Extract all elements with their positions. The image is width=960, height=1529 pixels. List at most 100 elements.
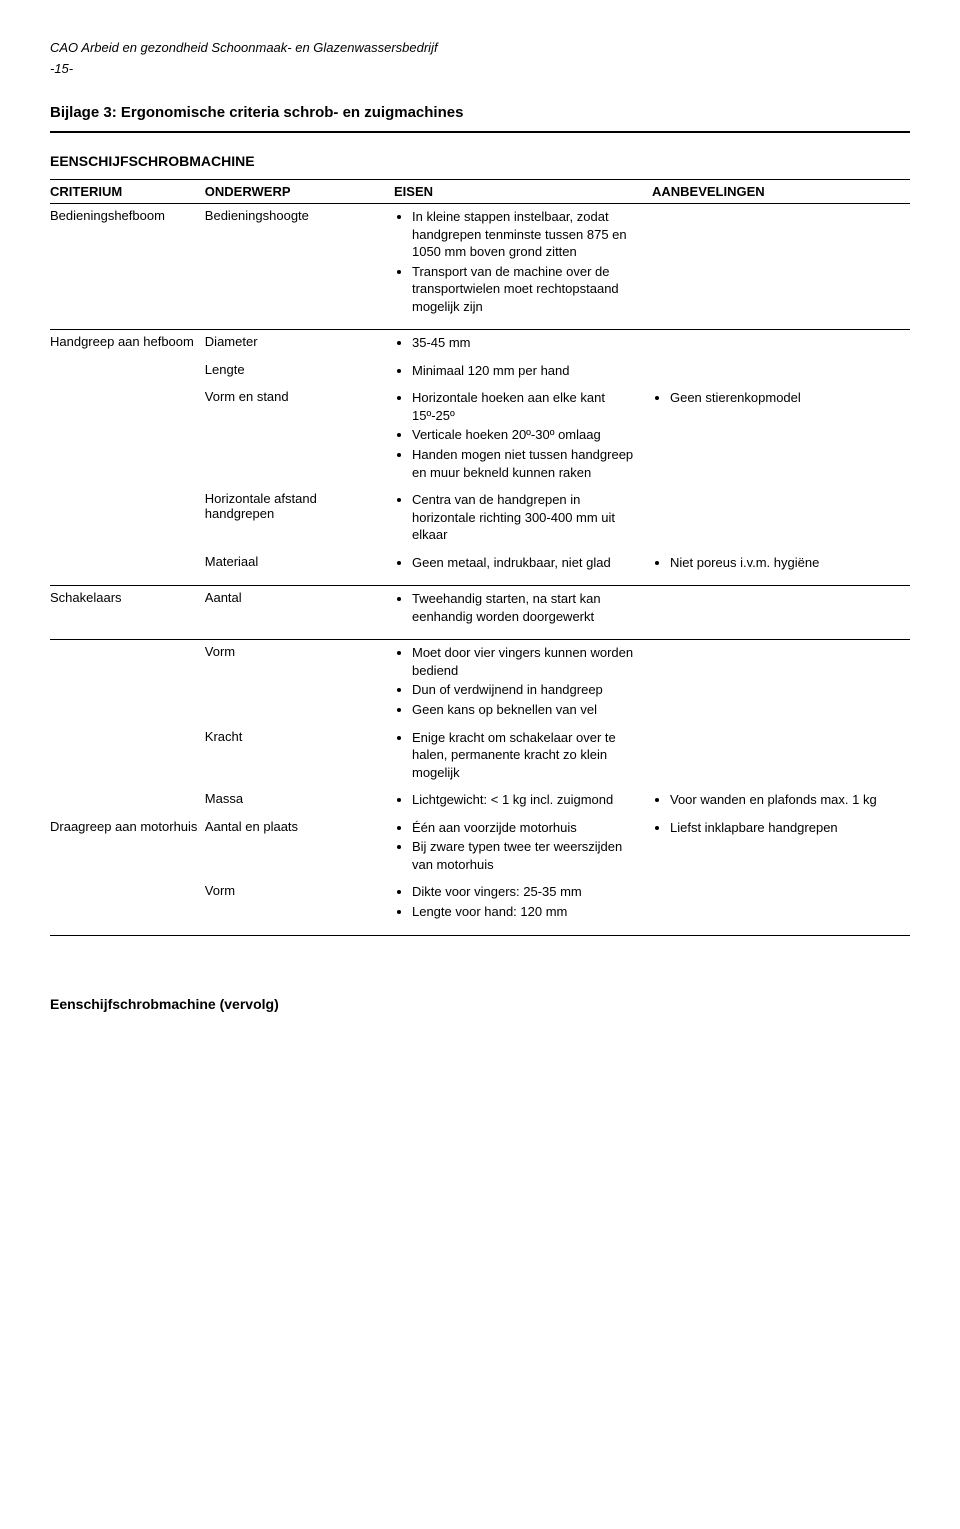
cell-aanbevelingen: Voor wanden en plafonds max. 1 kg <box>652 787 910 815</box>
list-item: Moet door vier vingers kunnen worden bed… <box>412 644 646 679</box>
table-row: Materiaal Geen metaal, indrukbaar, niet … <box>50 550 910 578</box>
cell-onderwerp: Massa <box>205 787 394 815</box>
list-item: Lengte voor hand: 120 mm <box>412 903 646 921</box>
eisen-list: Lichtgewicht: < 1 kg incl. zuigmond <box>394 791 646 809</box>
table-row: Draagreep aan motorhuis Aantal en plaats… <box>50 815 910 880</box>
cell-onderwerp: Bedieningshoogte <box>205 204 394 322</box>
list-item: Handen mogen niet tussen handgreep en mu… <box>412 446 646 481</box>
cell-eisen: In kleine stappen instelbaar, zodat hand… <box>394 204 652 322</box>
running-header: CAO Arbeid en gezondheid Schoonmaak- en … <box>50 40 910 55</box>
table-row: Handgreep aan hefboom Diameter 35-45 mm <box>50 330 910 358</box>
table-row: Lengte Minimaal 120 mm per hand <box>50 358 910 386</box>
cell-eisen: Dikte voor vingers: 25-35 mm Lengte voor… <box>394 879 652 926</box>
list-item: Enige kracht om schakelaar over te halen… <box>412 729 646 782</box>
aanbevelingen-list: Liefst inklapbare handgrepen <box>652 819 904 837</box>
machine-title: EENSCHIJFSCHROBMACHINE <box>50 153 910 169</box>
row-separator <box>50 927 910 936</box>
horizontal-rule <box>50 131 910 133</box>
list-item: Geen kans op beknellen van vel <box>412 701 646 719</box>
list-item: Geen metaal, indrukbaar, niet glad <box>412 554 646 572</box>
cell-onderwerp: Aantal <box>205 586 394 632</box>
table-row: Schakelaars Aantal Tweehandig starten, n… <box>50 586 910 632</box>
list-item: Transport van de machine over de transpo… <box>412 263 646 316</box>
list-item: Horizontale hoeken aan elke kant 15º-25º <box>412 389 646 424</box>
cell-onderwerp: Materiaal <box>205 550 394 578</box>
eisen-list: Tweehandig starten, na start kan eenhand… <box>394 590 646 625</box>
cell-eisen: 35-45 mm <box>394 330 652 358</box>
cell-criterium: Handgreep aan hefboom <box>50 330 205 358</box>
eisen-list: Geen metaal, indrukbaar, niet glad <box>394 554 646 572</box>
eisen-list: Één aan voorzijde motorhuis Bij zware ty… <box>394 819 646 874</box>
eisen-list: Centra van de handgrepen in horizontale … <box>394 491 646 544</box>
document-page: CAO Arbeid en gezondheid Schoonmaak- en … <box>0 0 960 1072</box>
eisen-list: Enige kracht om schakelaar over te halen… <box>394 729 646 782</box>
table-row: Kracht Enige kracht om schakelaar over t… <box>50 725 910 788</box>
aanbevelingen-list: Niet poreus i.v.m. hygiëne <box>652 554 904 572</box>
col-header-onderwerp: ONDERWERP <box>205 180 394 204</box>
list-item: Lichtgewicht: < 1 kg incl. zuigmond <box>412 791 646 809</box>
cell-onderwerp: Vorm <box>205 879 394 926</box>
cell-aanbevelingen: Liefst inklapbare handgrepen <box>652 815 910 880</box>
row-separator <box>50 577 910 586</box>
aanbevelingen-list: Voor wanden en plafonds max. 1 kg <box>652 791 904 809</box>
cell-eisen: Tweehandig starten, na start kan eenhand… <box>394 586 652 632</box>
col-header-criterium: CRITERIUM <box>50 180 205 204</box>
cell-eisen: Één aan voorzijde motorhuis Bij zware ty… <box>394 815 652 880</box>
eisen-list: Dikte voor vingers: 25-35 mm Lengte voor… <box>394 883 646 920</box>
cell-onderwerp: Vorm en stand <box>205 385 394 487</box>
cell-eisen: Enige kracht om schakelaar over te halen… <box>394 725 652 788</box>
table-header-row: CRITERIUM ONDERWERP EISEN AANBEVELINGEN <box>50 180 910 204</box>
cell-eisen: Centra van de handgrepen in horizontale … <box>394 487 652 550</box>
cell-eisen: Horizontale hoeken aan elke kant 15º-25º… <box>394 385 652 487</box>
footer-continued-label: Eenschijfschrobmachine (vervolg) <box>50 996 910 1012</box>
cell-onderwerp: Vorm <box>205 640 394 725</box>
cell-onderwerp: Aantal en plaats <box>205 815 394 880</box>
cell-aanbevelingen: Geen stierenkopmodel <box>652 385 910 487</box>
cell-eisen: Lichtgewicht: < 1 kg incl. zuigmond <box>394 787 652 815</box>
cell-criterium: Schakelaars <box>50 586 205 632</box>
list-item: Tweehandig starten, na start kan eenhand… <box>412 590 646 625</box>
list-item: Centra van de handgrepen in horizontale … <box>412 491 646 544</box>
eisen-list: Moet door vier vingers kunnen worden bed… <box>394 644 646 718</box>
list-item: Geen stierenkopmodel <box>670 389 904 407</box>
cell-eisen: Minimaal 120 mm per hand <box>394 358 652 386</box>
table-row: Vorm en stand Horizontale hoeken aan elk… <box>50 385 910 487</box>
list-item: Dikte voor vingers: 25-35 mm <box>412 883 646 901</box>
aanbevelingen-list: Geen stierenkopmodel <box>652 389 904 407</box>
eisen-list: Horizontale hoeken aan elke kant 15º-25º… <box>394 389 646 481</box>
page-number: -15- <box>50 61 910 76</box>
list-item: In kleine stappen instelbaar, zodat hand… <box>412 208 646 261</box>
eisen-list: Minimaal 120 mm per hand <box>394 362 646 380</box>
cell-eisen: Moet door vier vingers kunnen worden bed… <box>394 640 652 725</box>
cell-onderwerp: Lengte <box>205 358 394 386</box>
cell-onderwerp: Diameter <box>205 330 394 358</box>
cell-onderwerp: Kracht <box>205 725 394 788</box>
cell-aanbevelingen: Niet poreus i.v.m. hygiëne <box>652 550 910 578</box>
table-row: Bedieningshefboom Bedieningshoogte In kl… <box>50 204 910 322</box>
cell-aanbevelingen <box>652 330 910 358</box>
eisen-list: In kleine stappen instelbaar, zodat hand… <box>394 208 646 315</box>
cell-criterium: Bedieningshefboom <box>50 204 205 322</box>
list-item: Dun of verdwijnend in handgreep <box>412 681 646 699</box>
cell-criterium: Draagreep aan motorhuis <box>50 815 205 880</box>
row-separator <box>50 631 910 640</box>
list-item: Minimaal 120 mm per hand <box>412 362 646 380</box>
cell-aanbevelingen <box>652 204 910 322</box>
cell-onderwerp: Horizontale afstand handgrepen <box>205 487 394 550</box>
table-row: Vorm Moet door vier vingers kunnen worde… <box>50 640 910 725</box>
list-item: Niet poreus i.v.m. hygiëne <box>670 554 904 572</box>
table-row: Massa Lichtgewicht: < 1 kg incl. zuigmon… <box>50 787 910 815</box>
list-item: Voor wanden en plafonds max. 1 kg <box>670 791 904 809</box>
table-row: Vorm Dikte voor vingers: 25-35 mm Lengte… <box>50 879 910 926</box>
list-item: Één aan voorzijde motorhuis <box>412 819 646 837</box>
criteria-table: CRITERIUM ONDERWERP EISEN AANBEVELINGEN … <box>50 179 910 936</box>
list-item: Bij zware typen twee ter weerszijden van… <box>412 838 646 873</box>
list-item: 35-45 mm <box>412 334 646 352</box>
cell-eisen: Geen metaal, indrukbaar, niet glad <box>394 550 652 578</box>
col-header-aanbevelingen: AANBEVELINGEN <box>652 180 910 204</box>
eisen-list: 35-45 mm <box>394 334 646 352</box>
list-item: Liefst inklapbare handgrepen <box>670 819 904 837</box>
table-row: Horizontale afstand handgrepen Centra va… <box>50 487 910 550</box>
row-separator <box>50 321 910 330</box>
list-item: Verticale hoeken 20º-30º omlaag <box>412 426 646 444</box>
